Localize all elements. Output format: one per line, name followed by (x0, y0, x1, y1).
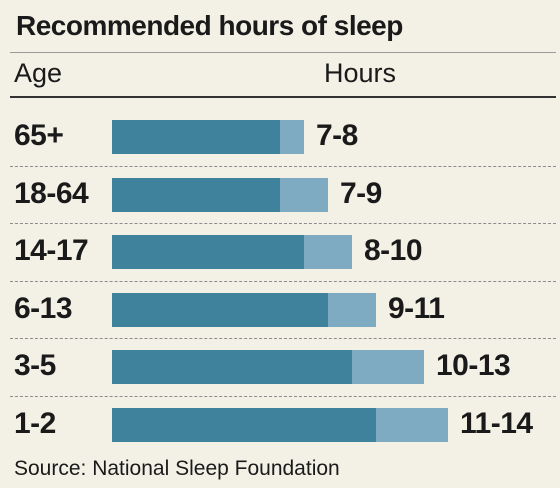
bar-minimum-hours (112, 407, 376, 442)
bar-minimum-hours (112, 292, 328, 327)
hours-column-header: Hours (324, 58, 397, 88)
bar-range-extension (280, 120, 304, 154)
bar-range-extension (328, 292, 376, 327)
age-label: 6-13 (14, 291, 73, 325)
row-separator (10, 395, 556, 397)
bar-range-extension (304, 235, 352, 269)
source-note: Source: National Sleep Foundation (14, 457, 340, 480)
row-separator (10, 223, 556, 224)
bar-range-extension (280, 177, 328, 212)
age-label: 14-17 (14, 234, 89, 267)
row-separator (10, 338, 556, 339)
header-rule (10, 52, 556, 53)
bar-minimum-hours (112, 120, 280, 154)
bar-range-extension (376, 407, 448, 442)
hours-value-label: 10-13 (436, 349, 511, 382)
age-label: 1-2 (14, 406, 56, 440)
hours-value-label: 9-11 (388, 291, 445, 325)
bar-range-extension (352, 350, 424, 384)
row-separator (10, 165, 556, 167)
hours-value-label: 7-9 (340, 176, 382, 210)
header-divider (10, 96, 556, 98)
chart-title: Recommended hours of sleep (16, 10, 403, 41)
bar-minimum-hours (112, 350, 352, 384)
hours-value-label: 11-14 (460, 406, 533, 440)
bar-minimum-hours (112, 177, 280, 212)
age-label: 18-64 (14, 176, 89, 210)
age-column-header: Age (14, 58, 63, 88)
row-separator (10, 280, 556, 282)
hours-value-label: 8-10 (364, 234, 423, 267)
age-label: 65+ (14, 119, 64, 152)
age-label: 3-5 (14, 349, 56, 382)
hours-value-label: 7-8 (316, 119, 358, 152)
bar-minimum-hours (112, 235, 304, 269)
